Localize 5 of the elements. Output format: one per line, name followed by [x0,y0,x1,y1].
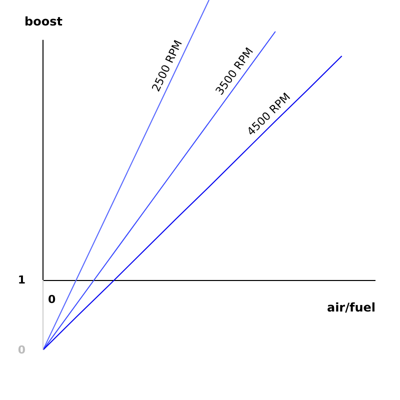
y-axis-title: boost [24,14,63,28]
x-axis-title: air/fuel [326,300,376,314]
text: 2500 RPM [150,38,185,94]
y-tick-label: 1 [18,274,26,286]
annotation: 0 [48,293,56,306]
